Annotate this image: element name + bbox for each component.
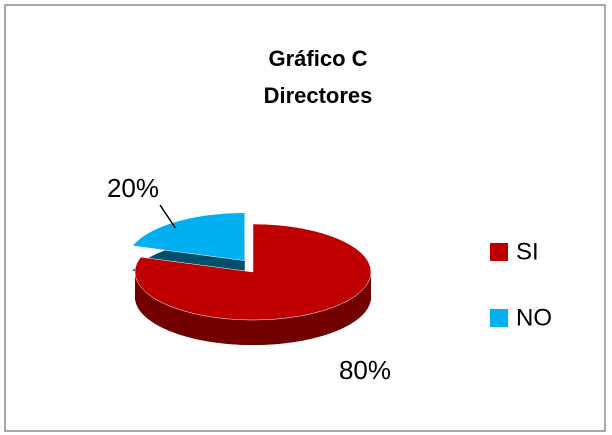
chart-subtitle: Directores xyxy=(264,83,373,108)
legend-swatch xyxy=(490,309,508,327)
chart-border xyxy=(4,4,606,432)
chart-title: Gráfico C xyxy=(268,46,367,71)
legend-swatch xyxy=(490,243,508,261)
legend-label: NO xyxy=(516,304,552,331)
slice-top xyxy=(132,212,246,261)
slice-side xyxy=(135,272,371,345)
slice-top xyxy=(134,223,372,321)
leader-line xyxy=(159,204,177,229)
legend-label: SI xyxy=(516,238,539,265)
data-label: 20% xyxy=(107,173,159,203)
data-label: 80% xyxy=(339,355,391,385)
pie-slice xyxy=(134,223,372,345)
